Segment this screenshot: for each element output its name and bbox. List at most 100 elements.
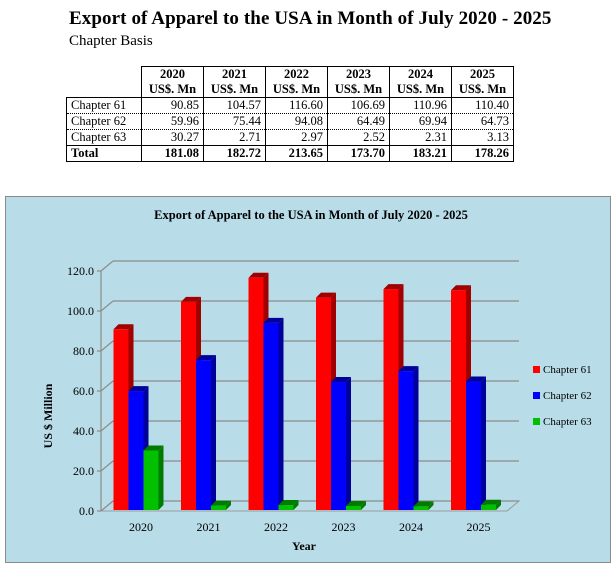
bar-side bbox=[481, 376, 486, 510]
bar-chapter-62-2021 bbox=[196, 355, 216, 510]
bar-front bbox=[196, 360, 211, 510]
x-tick-label: 2023 bbox=[332, 520, 356, 534]
cell: 75.44 bbox=[203, 113, 266, 130]
col-unit: US$. Mn bbox=[389, 82, 452, 98]
bar-chapter-62-2025 bbox=[466, 376, 486, 510]
bar-chapter-63-2024 bbox=[413, 501, 434, 510]
bar-chapter-62-2023 bbox=[331, 377, 351, 510]
bar-front bbox=[413, 506, 429, 510]
bar-front bbox=[181, 301, 196, 510]
table-total-row: Total 181.08 182.72 213.65 173.70 183.21… bbox=[66, 145, 514, 162]
x-tick-label: 2021 bbox=[197, 520, 221, 534]
cell: 182.72 bbox=[203, 145, 266, 162]
table-corner bbox=[67, 67, 142, 83]
x-tick-label: 2020 bbox=[129, 520, 153, 534]
bar-chapter-62-2024 bbox=[398, 366, 419, 510]
bar-top bbox=[181, 296, 201, 302]
cell: 181.08 bbox=[141, 145, 204, 162]
bar-top bbox=[196, 355, 216, 361]
gridline-diagonal bbox=[100, 500, 114, 512]
bar-front bbox=[346, 505, 361, 510]
bar-top bbox=[128, 386, 149, 392]
cell: 2.52 bbox=[327, 129, 390, 146]
cell: 3.13 bbox=[451, 129, 514, 146]
x-axis-ticks: 2020 2021 2022 2023 2024 2025 bbox=[129, 520, 491, 534]
gridline-diagonal bbox=[100, 260, 114, 272]
col-unit: US$. Mn bbox=[141, 82, 204, 98]
y-tick-label: 120.0 bbox=[67, 264, 94, 278]
legend-item: Chapter 61 bbox=[533, 364, 592, 376]
legend-swatch bbox=[533, 418, 540, 425]
bar-top bbox=[143, 445, 164, 451]
bar-front bbox=[263, 322, 279, 510]
bar-top bbox=[466, 376, 486, 382]
bar-front bbox=[316, 297, 331, 510]
bar-front bbox=[211, 505, 226, 510]
y-tick-label: 40.0 bbox=[73, 424, 94, 438]
y-tick-label: 80.0 bbox=[73, 344, 94, 358]
chart-container: Export of Apparel to the USA in Month of… bbox=[5, 196, 611, 563]
legend-label: Chapter 63 bbox=[543, 416, 592, 428]
bar-side bbox=[413, 366, 419, 510]
row-label: Chapter 61 bbox=[66, 97, 142, 114]
bar-side bbox=[158, 445, 164, 510]
col-year: 2025 bbox=[451, 66, 514, 82]
bar-side bbox=[278, 317, 284, 510]
bar-top bbox=[316, 292, 336, 298]
bar-chart: Export of Apparel to the USA in Month of… bbox=[41, 208, 592, 553]
cell: 2.97 bbox=[265, 129, 328, 146]
x-tick-label: 2025 bbox=[467, 520, 491, 534]
cell: 178.26 bbox=[451, 145, 514, 162]
legend-item: Chapter 63 bbox=[533, 416, 592, 428]
y-tick-label: 60.0 bbox=[73, 384, 94, 398]
col-unit: US$. Mn bbox=[265, 82, 328, 98]
bar-top bbox=[451, 285, 471, 291]
row-label: Chapter 62 bbox=[66, 113, 142, 130]
bar-top bbox=[346, 500, 366, 506]
bar-side bbox=[346, 377, 351, 510]
col-year: 2020 bbox=[141, 66, 204, 82]
table-row: Chapter 62 59.96 75.44 94.08 64.49 69.94… bbox=[66, 113, 514, 130]
col-year: 2022 bbox=[265, 66, 328, 82]
gridline-diagonal bbox=[100, 300, 114, 312]
cell: 110.40 bbox=[451, 97, 514, 114]
bar-front bbox=[248, 277, 264, 510]
page-subtitle: Chapter Basis bbox=[69, 33, 153, 49]
cell: 110.96 bbox=[389, 97, 452, 114]
cell: 2.71 bbox=[203, 129, 266, 146]
page-title: Export of Apparel to the USA in Month of… bbox=[69, 8, 552, 29]
bar-side bbox=[293, 500, 299, 510]
bar-top bbox=[398, 366, 419, 372]
y-axis-ticks: 0.0 20.0 40.0 60.0 80.0 100.0 120.0 bbox=[67, 264, 101, 518]
table-row: Chapter 63 30.27 2.71 2.97 2.52 2.31 3.1… bbox=[66, 129, 514, 146]
table-corner bbox=[67, 82, 142, 98]
cell: 116.60 bbox=[265, 97, 328, 114]
legend-swatch bbox=[533, 392, 540, 399]
cell: 64.49 bbox=[327, 113, 390, 130]
bar-front bbox=[451, 290, 466, 510]
legend-swatch bbox=[533, 366, 540, 373]
x-axis-label: Year bbox=[292, 539, 317, 553]
bar-side bbox=[428, 501, 434, 510]
y-tick-label: 100.0 bbox=[67, 304, 94, 318]
gridline-diagonal bbox=[100, 460, 114, 472]
cell: 30.27 bbox=[141, 129, 204, 146]
bar-front bbox=[383, 289, 399, 510]
bar-side bbox=[226, 500, 231, 510]
table-header-years: 2020 2021 2022 2023 2024 2025 bbox=[67, 66, 514, 83]
x-tick-label: 2022 bbox=[264, 520, 288, 534]
col-year: 2023 bbox=[327, 66, 390, 82]
bar-top bbox=[331, 377, 351, 383]
x-tick-label: 2024 bbox=[399, 520, 423, 534]
bar-side bbox=[361, 500, 366, 510]
col-year: 2024 bbox=[389, 66, 452, 82]
bar-front bbox=[143, 450, 159, 510]
bar-top bbox=[413, 501, 434, 507]
bar-top bbox=[113, 324, 134, 330]
gridline-diagonal bbox=[100, 380, 114, 392]
bars bbox=[113, 272, 501, 510]
cell: 64.73 bbox=[451, 113, 514, 130]
bar-front bbox=[278, 505, 294, 510]
bar-chapter-63-2020 bbox=[143, 445, 164, 510]
table-row: Chapter 61 90.85 104.57 116.60 106.69 11… bbox=[66, 97, 514, 114]
